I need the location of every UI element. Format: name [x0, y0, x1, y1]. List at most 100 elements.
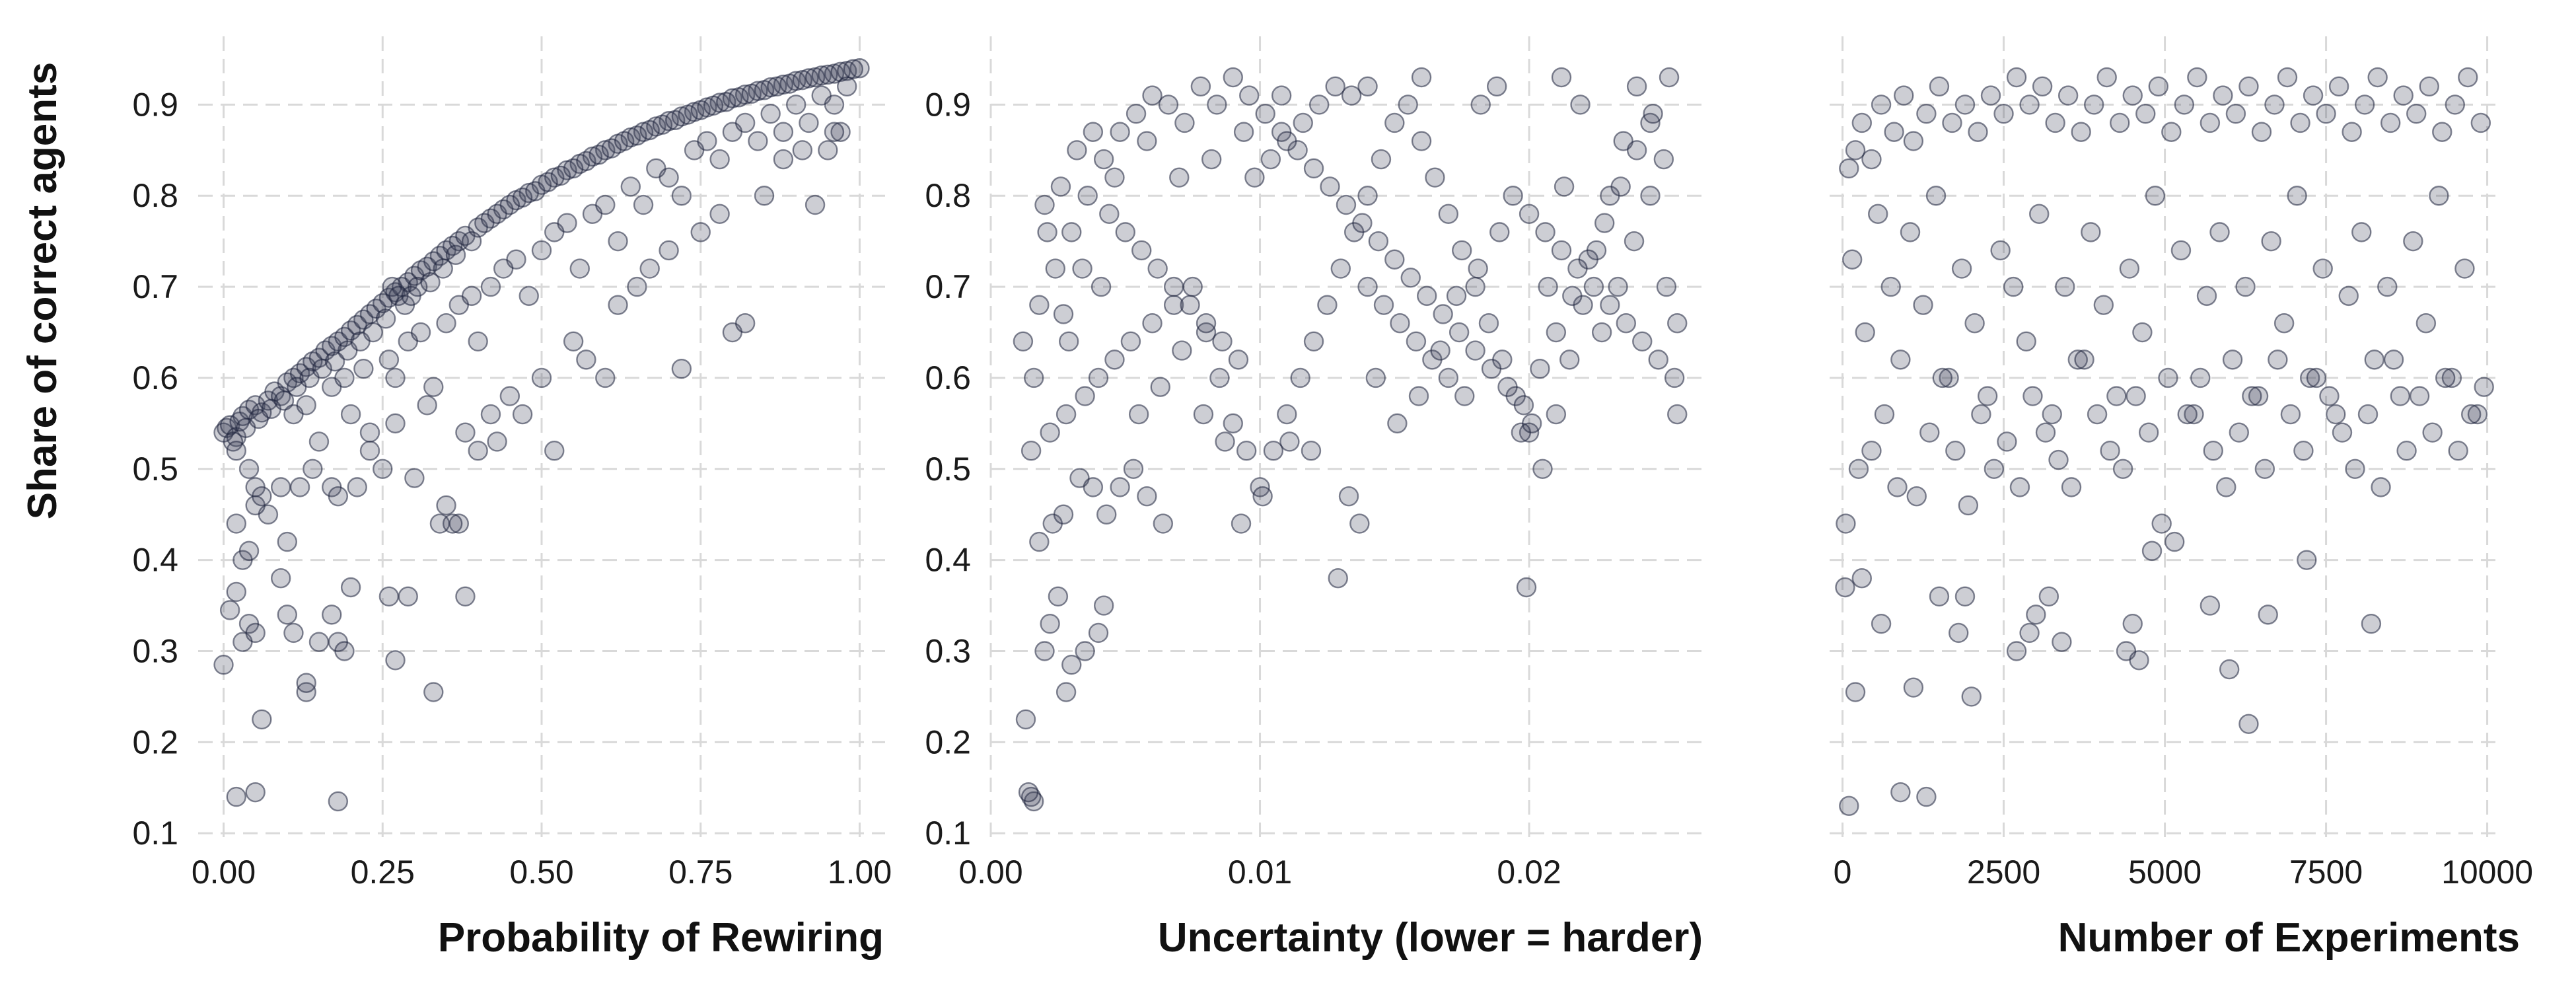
data-point — [2268, 349, 2288, 370]
data-point — [1626, 140, 1647, 161]
data-point — [1954, 94, 1976, 115]
data-point — [1357, 186, 1378, 206]
x-axis-label: Probability of Rewiring — [438, 915, 884, 961]
data-point — [1411, 67, 1432, 88]
data-point — [1430, 340, 1450, 361]
data-point — [2009, 477, 2030, 497]
data-point — [455, 586, 476, 606]
data-point — [2229, 422, 2250, 443]
data-point — [1263, 441, 1284, 461]
data-point — [824, 94, 845, 115]
data-point — [385, 413, 406, 434]
x-axis-label: Uncertainty (lower = harder) — [1158, 915, 1703, 961]
data-point — [1861, 441, 1882, 461]
data-point — [1163, 276, 1184, 297]
data-point — [1454, 386, 1475, 406]
data-point — [1516, 577, 1537, 598]
data-point — [1468, 258, 1488, 279]
data-point — [1406, 331, 1427, 352]
data-point — [1667, 404, 1688, 425]
data-point — [1055, 404, 1077, 425]
data-point — [1845, 682, 1866, 702]
data-point — [1255, 103, 1275, 124]
x-tick-label: 7500 — [2289, 854, 2363, 891]
data-point — [576, 349, 596, 370]
data-point — [1664, 367, 1685, 388]
data-point — [2238, 76, 2259, 97]
data-point — [2326, 404, 2346, 425]
data-point — [2345, 459, 2365, 480]
data-point — [373, 459, 393, 480]
data-point — [2213, 85, 2233, 106]
y-tick-label: 0.6 — [925, 359, 971, 396]
data-point — [614, 131, 635, 151]
data-point — [334, 367, 355, 388]
data-point — [1845, 140, 1866, 161]
data-point — [1048, 586, 1069, 606]
data-point — [270, 568, 291, 589]
data-point — [1091, 276, 1112, 297]
data-point — [487, 431, 507, 452]
data-point — [303, 459, 323, 480]
data-point — [2312, 258, 2333, 279]
data-point — [538, 172, 558, 192]
data-point — [1110, 477, 1130, 497]
data-point — [1903, 131, 1924, 151]
data-point — [1546, 404, 1567, 425]
data-point — [1600, 295, 1620, 315]
data-point — [779, 73, 800, 94]
data-point — [2067, 349, 2088, 370]
x-axis-label: Number of Experiments — [2058, 915, 2520, 961]
data-point — [353, 358, 374, 379]
data-point — [1851, 568, 1873, 589]
data-point — [1400, 268, 1421, 288]
data-point — [2316, 103, 2336, 124]
data-point — [1449, 322, 1470, 343]
data-point — [1925, 186, 1947, 206]
data-point — [1209, 367, 1230, 388]
data-point — [1215, 431, 1235, 452]
data-point — [277, 531, 298, 552]
data-point — [2019, 94, 2040, 115]
data-point — [1398, 94, 1418, 115]
data-point — [1093, 595, 1114, 616]
data-point — [1349, 513, 1370, 534]
data-point — [1330, 258, 1351, 279]
data-point — [2032, 76, 2053, 97]
data-point — [2277, 67, 2298, 88]
data-point — [2460, 404, 2482, 425]
data-point — [1067, 140, 1087, 161]
data-point — [2196, 285, 2217, 307]
data-point — [1839, 795, 1859, 817]
data-point — [1212, 331, 1233, 352]
data-point — [2258, 605, 2278, 625]
data-point — [1077, 186, 1098, 206]
data-point — [420, 272, 441, 293]
data-point — [363, 322, 384, 343]
data-point — [1562, 285, 1583, 307]
data-point — [245, 782, 266, 803]
data-point — [461, 231, 482, 252]
data-point — [2422, 422, 2443, 443]
data-point — [1964, 313, 1985, 334]
data-point — [2112, 459, 2133, 480]
data-point — [2470, 112, 2491, 133]
data-point — [1916, 786, 1937, 807]
data-point — [324, 351, 345, 372]
data-point — [340, 577, 361, 598]
data-point — [1252, 486, 1273, 507]
data-point — [1045, 258, 1066, 279]
data-point — [1239, 85, 1260, 106]
data-point — [1906, 486, 1927, 507]
data-point — [2361, 613, 2382, 634]
data-point — [1228, 349, 1249, 370]
data-point — [2141, 540, 2163, 562]
data-point — [2029, 203, 2050, 225]
data-point — [385, 367, 406, 388]
y-tick-label: 0.9 — [925, 86, 971, 123]
data-point — [2200, 595, 2221, 616]
data-point — [709, 149, 730, 170]
data-point — [2264, 94, 2285, 115]
data-point — [1438, 367, 1459, 388]
